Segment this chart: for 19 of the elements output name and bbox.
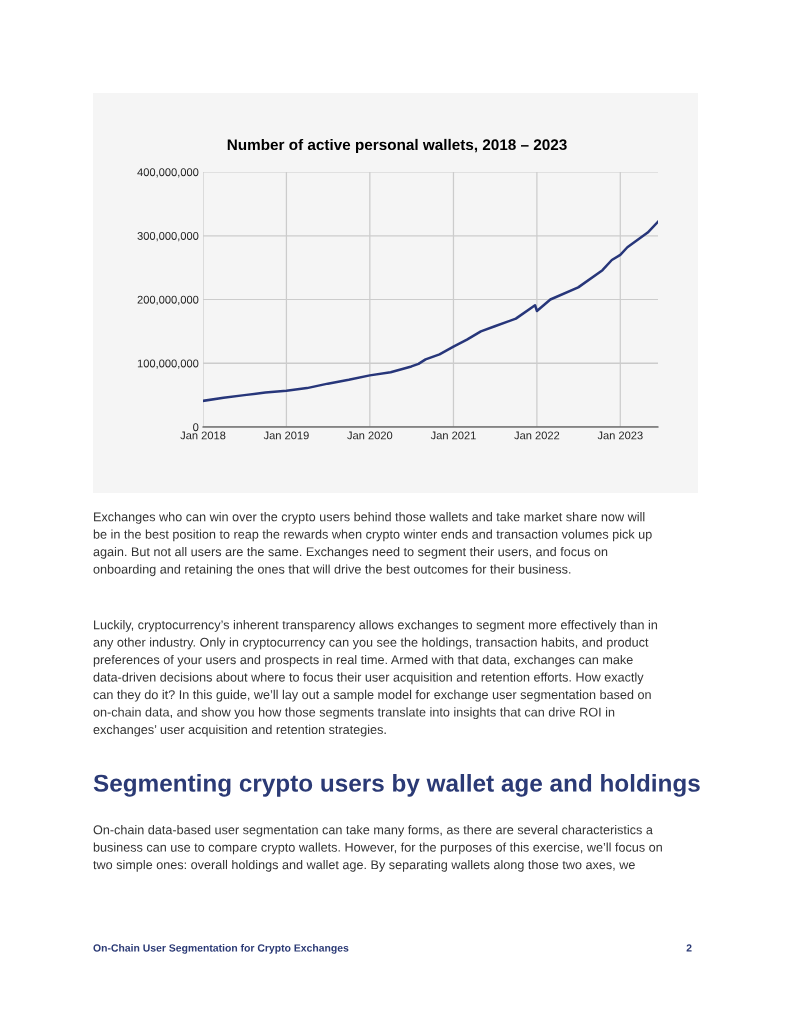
text: Segmenting crypto users by wallet age and holdings [93, 774, 700, 797]
x-tick-label: Jan 2021 [430, 431, 476, 440]
line-series [203, 220, 658, 403]
y-tick-label: 200,000,000 [137, 295, 199, 305]
text: On-chain data-based user segmentation can take many forms, as there are several characteristics a business can use to compare crypto wallets. However, for the purposes of this exercise, we’ll focus on two simple ones: overall holdings and wallet age. By separating wallets along those two axes, we [93, 825, 662, 872]
x-tick-label: Jan 2020 [347, 431, 393, 440]
x-tick-label: Jan 2023 [597, 431, 643, 440]
text: 2 [686, 944, 692, 952]
text: Luckily, cryptocurrency’s inherent transparency allows exchanges to segment more effectively than in any other industry. Only in cryptocurrency can you see the holdings, transaction habits, and product preferences of your users and prospects in real time. Armed with that data, exchanges can make data-driven decisions about where to focus their user acquisition and retention efforts. How exactly can they do it? In this guide, we’ll lay out a sample model for exchange user segmentation based on on-chain data, and show you how those segments translate into insights that can drive ROI in exchanges’ user acquisition and retention strategies. [93, 620, 658, 737]
x-tick-label: Jan 2018 [180, 431, 226, 440]
y-tick-label: 300,000,000 [137, 232, 199, 242]
y-tick-label: 400,000,000 [137, 168, 199, 178]
x-tick-label: Jan 2022 [514, 431, 560, 440]
text: Exchanges who can win over the crypto users behind those wallets and take market share now will be in the best position to reap the rewards when crypto winter ends and transaction volumes pick up again. But not all users are the same. Exchanges need to segment their users, and focus on onboarding and retaining the ones that will drive the best outcomes for their business. [93, 512, 652, 577]
y-tick-label: 100,000,000 [137, 359, 199, 369]
text: On-Chain User Segmentation for Crypto Exchanges [93, 944, 349, 954]
chart-title: Number of active personal wallets, 2018 – 2023 [227, 138, 567, 154]
y-tick-label: 0 [193, 423, 199, 432]
x-tick-label: Jan 2019 [263, 431, 309, 440]
